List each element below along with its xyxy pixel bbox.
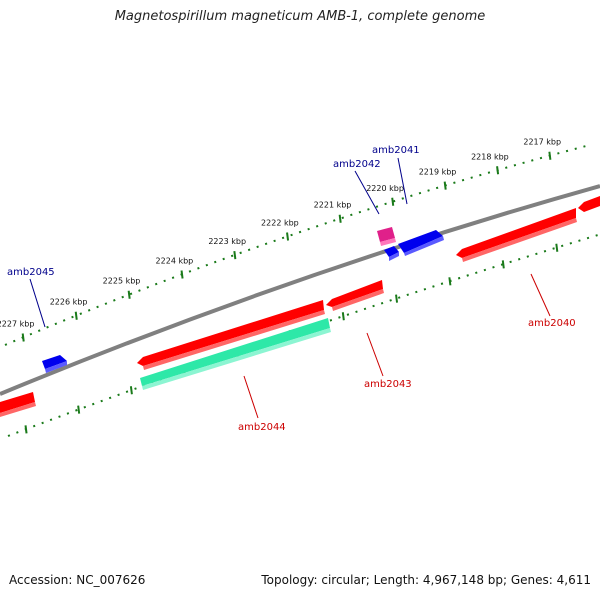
- outer-ruler-tick-label: 2218 kbp: [471, 152, 509, 161]
- gene-label-amb2042[interactable]: amb2042: [333, 159, 381, 170]
- inner-ruler-major-tick: [395, 294, 399, 303]
- gene-labels: amb2041 amb2042 amb2045 amb2040 amb2043 …: [7, 145, 576, 433]
- gene-amb2041-shadow: [404, 236, 444, 256]
- gene-amb2045-shadow: [45, 361, 67, 373]
- outer-ruler-major-tick: [233, 250, 237, 260]
- gene-label-amb2045[interactable]: amb2045: [7, 267, 55, 278]
- gene-amb2043-arrow[interactable]: [326, 280, 383, 307]
- outer-ruler-major-tick: [443, 181, 447, 190]
- gene-amb2044-arrow[interactable]: [137, 300, 324, 366]
- gene-amb2044-rna-shadow: [142, 328, 331, 390]
- inner-ruler-major-tick: [555, 243, 559, 252]
- outer-ruler-tick-label: 2217 kbp: [523, 138, 561, 147]
- gene-amb2040b-arrow[interactable]: [578, 196, 600, 212]
- gene-label-amb2044[interactable]: amb2044: [238, 422, 286, 433]
- outer-ruler-major-tick: [74, 311, 78, 320]
- outer-ruler-major-tick: [496, 166, 500, 175]
- outer-ruler-major-tick: [286, 232, 290, 241]
- amb2041-leader: [397, 157, 408, 205]
- gene-amb2044-shadow: [143, 310, 325, 370]
- gene-amb2044-rna-bar[interactable]: [140, 318, 330, 386]
- outer-ruler-major-tick: [391, 197, 395, 206]
- label-leaders: [29, 157, 551, 419]
- outer-ruler-major-tick: [127, 290, 131, 299]
- gene-label-amb2040[interactable]: amb2040: [528, 318, 576, 329]
- outer-ruler-tick-label: 2222 kbp: [261, 219, 299, 228]
- genome-backbone: [0, 184, 600, 396]
- outer-ruler-tick-label: 2221 kbp: [314, 201, 352, 210]
- outer-ruler-major-tick: [548, 151, 552, 160]
- outer-ruler-labels: 2217 kbp 2218 kbp 2219 kbp 2220 kbp 2221 kbp…: [0, 138, 561, 329]
- accession-text: Accession: NC_007626: [9, 573, 146, 587]
- gene-amb2040-shadow: [462, 218, 577, 262]
- inner-ruler-major-tick: [341, 312, 345, 321]
- outer-ruler-ticks: [21, 151, 552, 342]
- gene-small-blue-shadow: [389, 252, 399, 261]
- amb2044-leader: [243, 375, 259, 419]
- amb2043-leader: [366, 332, 384, 377]
- outer-ruler-tick-label: 2226 kbp: [50, 298, 88, 307]
- gene-label-amb2041[interactable]: amb2041: [372, 145, 420, 156]
- outer-ruler-major-tick: [21, 333, 25, 342]
- gene-left-edge-shadow: [0, 402, 36, 417]
- gene-amb2042-arrow[interactable]: [377, 227, 395, 242]
- gene-amb2040-arrow[interactable]: [456, 208, 576, 258]
- outer-ruler-major-tick: [338, 214, 342, 223]
- reverse-strand-genes: [0, 196, 600, 417]
- outer-ruler-tick-label: 2224 kbp: [156, 257, 194, 266]
- outer-ruler-major-tick: [180, 270, 184, 279]
- outer-ruler-tick-label: 2227 kbp: [0, 320, 34, 329]
- amb2045-leader: [29, 278, 46, 328]
- outer-ruler-tick-label: 2219 kbp: [419, 168, 457, 177]
- amb2040-leader: [530, 273, 551, 317]
- gene-label-amb2043[interactable]: amb2043: [364, 379, 412, 390]
- inner-ruler-major-tick: [77, 405, 81, 414]
- inner-ruler-major-tick: [448, 277, 452, 286]
- gene-small-blue-arrow[interactable]: [384, 246, 399, 257]
- outer-ruler: 2217 kbp 2218 kbp 2219 kbp 2220 kbp 2221 kbp…: [0, 138, 591, 346]
- gene-left-edge-arrow[interactable]: [0, 392, 35, 413]
- outer-ruler-tick-label: 2220 kbp: [366, 184, 404, 193]
- outer-ruler-tick-label: 2223 kbp: [208, 237, 246, 246]
- inner-ruler-major-tick: [24, 425, 28, 434]
- gene-amb2041-arrow[interactable]: [398, 230, 443, 253]
- map-title: Magnetospirillum magneticum AMB-1, compl…: [114, 9, 486, 24]
- inner-ruler-major-tick: [501, 260, 505, 269]
- forward-strand-genes: [42, 227, 444, 373]
- outer-ruler-tick-label: 2225 kbp: [103, 277, 141, 286]
- amb2042-leader: [354, 170, 380, 215]
- genome-summary-text: Topology: circular; Length: 4,967,148 bp…: [261, 573, 591, 587]
- gene-amb2042-shadow: [380, 238, 396, 246]
- gene-amb2045-arrow[interactable]: [42, 355, 67, 369]
- gene-amb2043-shadow: [332, 289, 384, 311]
- inner-ruler-major-tick: [129, 386, 133, 395]
